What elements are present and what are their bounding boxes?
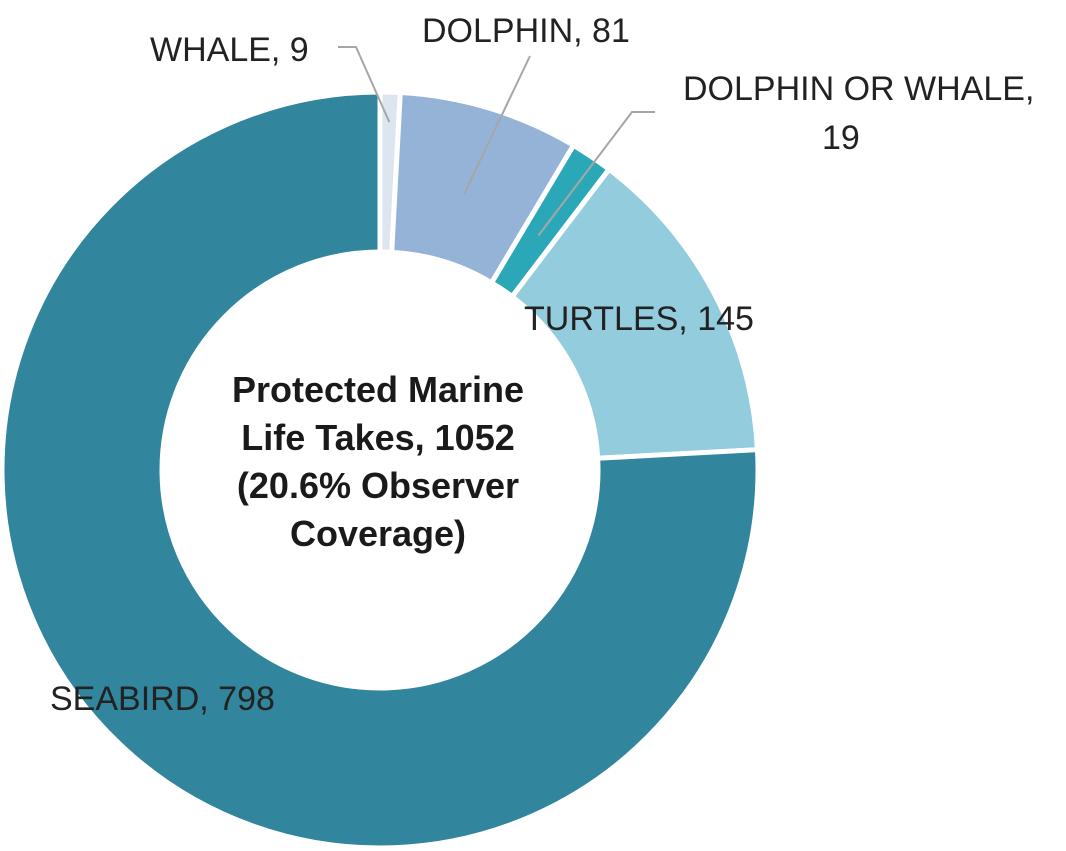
slice-seabird — [0, 89, 761, 851]
leader-lines-group — [338, 46, 655, 237]
leader-line-dolphin-or-whale — [537, 111, 655, 237]
slices-group — [0, 89, 761, 851]
slice-label-dolphin-or-whale-line2: 19 — [822, 119, 860, 157]
center-title-line-2: Life Takes, 1052 — [241, 417, 515, 458]
donut-center-title: Protected Marine Life Takes, 1052 (20.6%… — [178, 366, 578, 558]
slice-label-dolphin: DOLPHIN, 81 — [422, 12, 630, 50]
slice-labels-group: WHALE, 9 DOLPHIN, 81 DOLPHIN OR WHALE, 1… — [50, 12, 1034, 718]
leader-line-dolphin — [463, 55, 531, 195]
slice-turtles — [509, 166, 760, 461]
slice-label-whale: WHALE, 9 — [150, 31, 309, 69]
center-title-line-4: Coverage) — [289, 513, 467, 554]
slice-label-seabird: SEABIRD, 798 — [50, 680, 275, 718]
leader-line-whale — [338, 46, 391, 123]
center-title-line-1: Protected Marine — [231, 369, 525, 410]
slice-label-turtles: TURTLES, 145 — [524, 300, 754, 338]
slice-label-dolphin-or-whale-line1: DOLPHIN OR WHALE, — [683, 70, 1034, 108]
center-title-line-3: (20.6% Observer — [236, 465, 520, 506]
